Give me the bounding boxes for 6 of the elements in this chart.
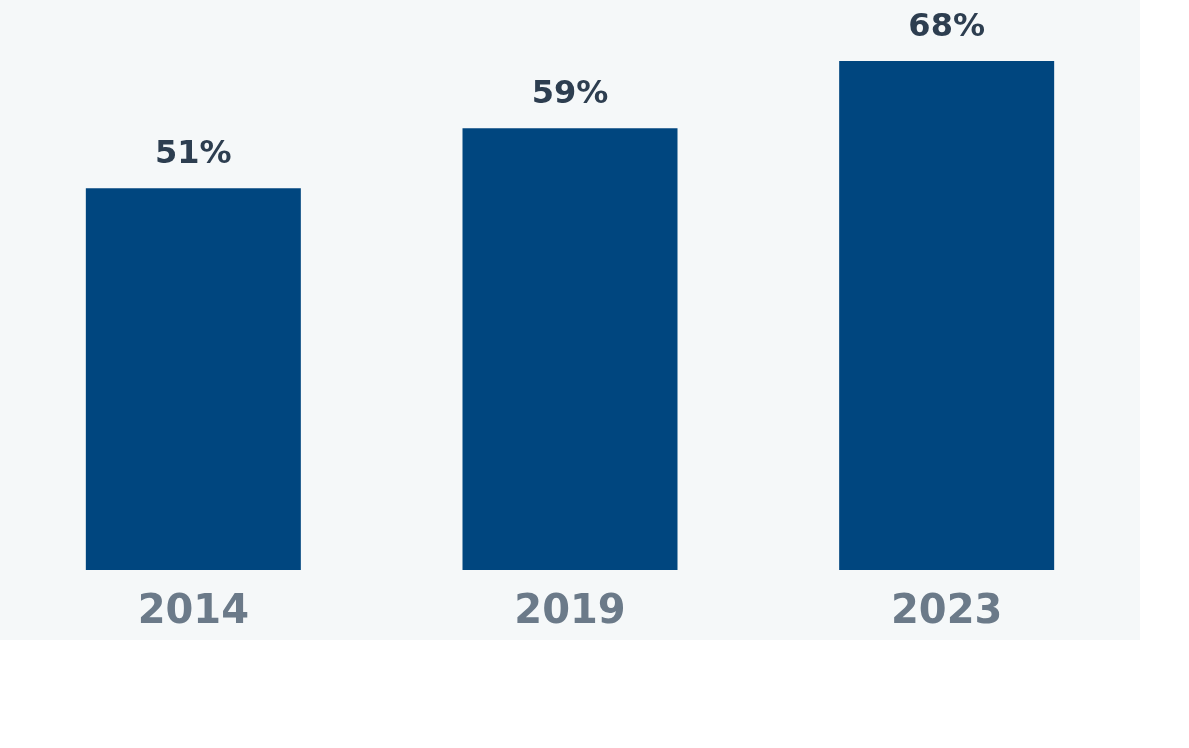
x-tick-label: 2023 [891,585,1003,632]
x-tick-label: 2019 [514,585,626,632]
data-label: 68% [908,6,985,44]
data-label: 51% [155,133,232,172]
data-label: 59% [531,73,609,112]
x-tick-label: 2014 [137,585,249,632]
